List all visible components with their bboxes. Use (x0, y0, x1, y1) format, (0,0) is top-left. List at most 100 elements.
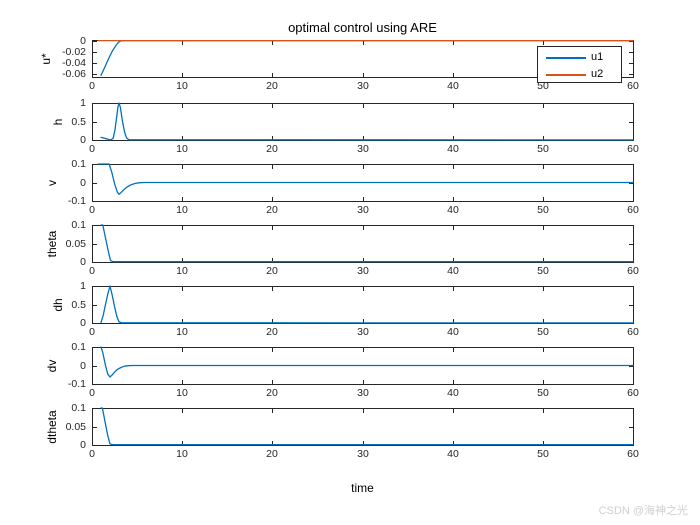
xtick-label: 50 (537, 80, 549, 92)
subplot-v-box (92, 164, 634, 202)
xtick-label: 20 (266, 204, 278, 216)
legend-item-u1[interactable]: u1 (538, 49, 621, 65)
xtick-label: 50 (537, 448, 549, 460)
ytick-label: 0.5 (71, 298, 86, 311)
xtick-label: 60 (627, 448, 639, 460)
legend-label-u2: u2 (591, 68, 604, 80)
xtick-label: 10 (176, 143, 188, 155)
xtick-label: 60 (627, 326, 639, 338)
xtick-label: 10 (176, 265, 188, 277)
xtick-label: 10 (176, 326, 188, 338)
ytick-label: 1 (80, 96, 86, 109)
ytick-label: 0.1 (71, 340, 86, 353)
ytick-label: -0.1 (67, 377, 86, 390)
xtick-label: 30 (357, 448, 369, 460)
xtick-label: 50 (537, 265, 549, 277)
xtick-label: 10 (176, 80, 188, 92)
y-axis-label-u*: u* (39, 52, 53, 65)
subplot-dtheta-box (92, 408, 634, 446)
xtick-label: 0 (89, 143, 95, 155)
xtick-label: 0 (89, 265, 95, 277)
subplot-theta-box (92, 225, 634, 263)
xtick-label: 0 (89, 448, 95, 460)
series-theta[interactable] (100, 224, 634, 263)
ytick-label: 1 (80, 279, 86, 292)
series-dtheta[interactable] (100, 407, 634, 446)
ytick-label: 0 (80, 438, 86, 451)
ytick-label: -0.1 (67, 194, 86, 207)
ytick-label: 0 (80, 34, 86, 47)
xtick-label: 0 (89, 387, 95, 399)
ytick-label: 0.1 (71, 157, 86, 170)
xtick-label: 40 (447, 80, 459, 92)
ytick-label: 0.05 (65, 420, 86, 433)
series-dv[interactable] (100, 346, 634, 378)
series-v[interactable] (97, 163, 634, 195)
xtick-label: 0 (89, 80, 95, 92)
ytick-label: 0 (80, 133, 86, 146)
xtick-label: 40 (447, 326, 459, 338)
xtick-label: 40 (447, 387, 459, 399)
ytick-label: 0 (80, 255, 86, 268)
ytick-label: 0 (80, 359, 86, 372)
xtick-label: 50 (537, 387, 549, 399)
xtick-label: 50 (537, 326, 549, 338)
y-axis-label-dtheta: dtheta (45, 409, 59, 444)
xtick-label: 30 (357, 204, 369, 216)
xtick-label: 10 (176, 204, 188, 216)
xtick-label: 20 (266, 143, 278, 155)
y-axis-label-dh: dh (51, 297, 65, 312)
xtick-label: 40 (447, 143, 459, 155)
xtick-label: 0 (89, 326, 95, 338)
watermark: CSDN @海神之光 (598, 505, 688, 517)
ytick-label: 0.1 (71, 401, 86, 414)
xtick-label: 60 (627, 204, 639, 216)
xtick-label: 10 (176, 448, 188, 460)
xtick-label: 30 (357, 326, 369, 338)
y-axis-label-v: v (45, 179, 59, 186)
y-axis-label-theta: theta (45, 230, 59, 257)
xtick-label: 30 (357, 265, 369, 277)
xtick-label: 30 (357, 143, 369, 155)
xtick-label: 0 (89, 204, 95, 216)
subplot-dh-box (92, 286, 634, 324)
xtick-label: 10 (176, 387, 188, 399)
ytick-label: 0.05 (65, 237, 86, 250)
y-axis-label-h: h (51, 118, 65, 125)
xtick-label: 20 (266, 80, 278, 92)
subplot-h-box (92, 103, 634, 141)
xtick-label: 20 (266, 448, 278, 460)
ytick-label: 0 (80, 316, 86, 329)
xtick-label: 60 (627, 80, 639, 92)
y-axis-label-dv: dv (45, 359, 59, 372)
xtick-label: 20 (266, 326, 278, 338)
xtick-label: 50 (537, 143, 549, 155)
series-h[interactable] (100, 102, 634, 141)
x-axis-label: time (351, 481, 374, 495)
xtick-label: 50 (537, 204, 549, 216)
ytick-label: -0.06 (62, 67, 86, 80)
ytick-label: 0.5 (71, 115, 86, 128)
legend-line-u2-swatch (546, 74, 586, 76)
ytick-label: -0.04 (62, 56, 86, 69)
xtick-label: 60 (627, 387, 639, 399)
xtick-label: 60 (627, 265, 639, 277)
xtick-label: 20 (266, 387, 278, 399)
subplot-dv-box (92, 347, 634, 385)
xtick-label: 20 (266, 265, 278, 277)
ytick-label: 0 (80, 176, 86, 189)
ytick-label: -0.02 (62, 45, 86, 58)
chart-title: optimal control using ARE (288, 20, 437, 35)
xtick-label: 40 (447, 204, 459, 216)
ytick-label: 0.1 (71, 218, 86, 231)
legend[interactable]: u1 u2 (537, 46, 622, 83)
xtick-label: 40 (447, 448, 459, 460)
legend-line-u1-swatch (546, 57, 586, 59)
series-dh[interactable] (100, 285, 634, 324)
xtick-label: 30 (357, 387, 369, 399)
xtick-label: 40 (447, 265, 459, 277)
legend-item-u2[interactable]: u2 (538, 66, 621, 82)
legend-label-u1: u1 (591, 51, 604, 63)
